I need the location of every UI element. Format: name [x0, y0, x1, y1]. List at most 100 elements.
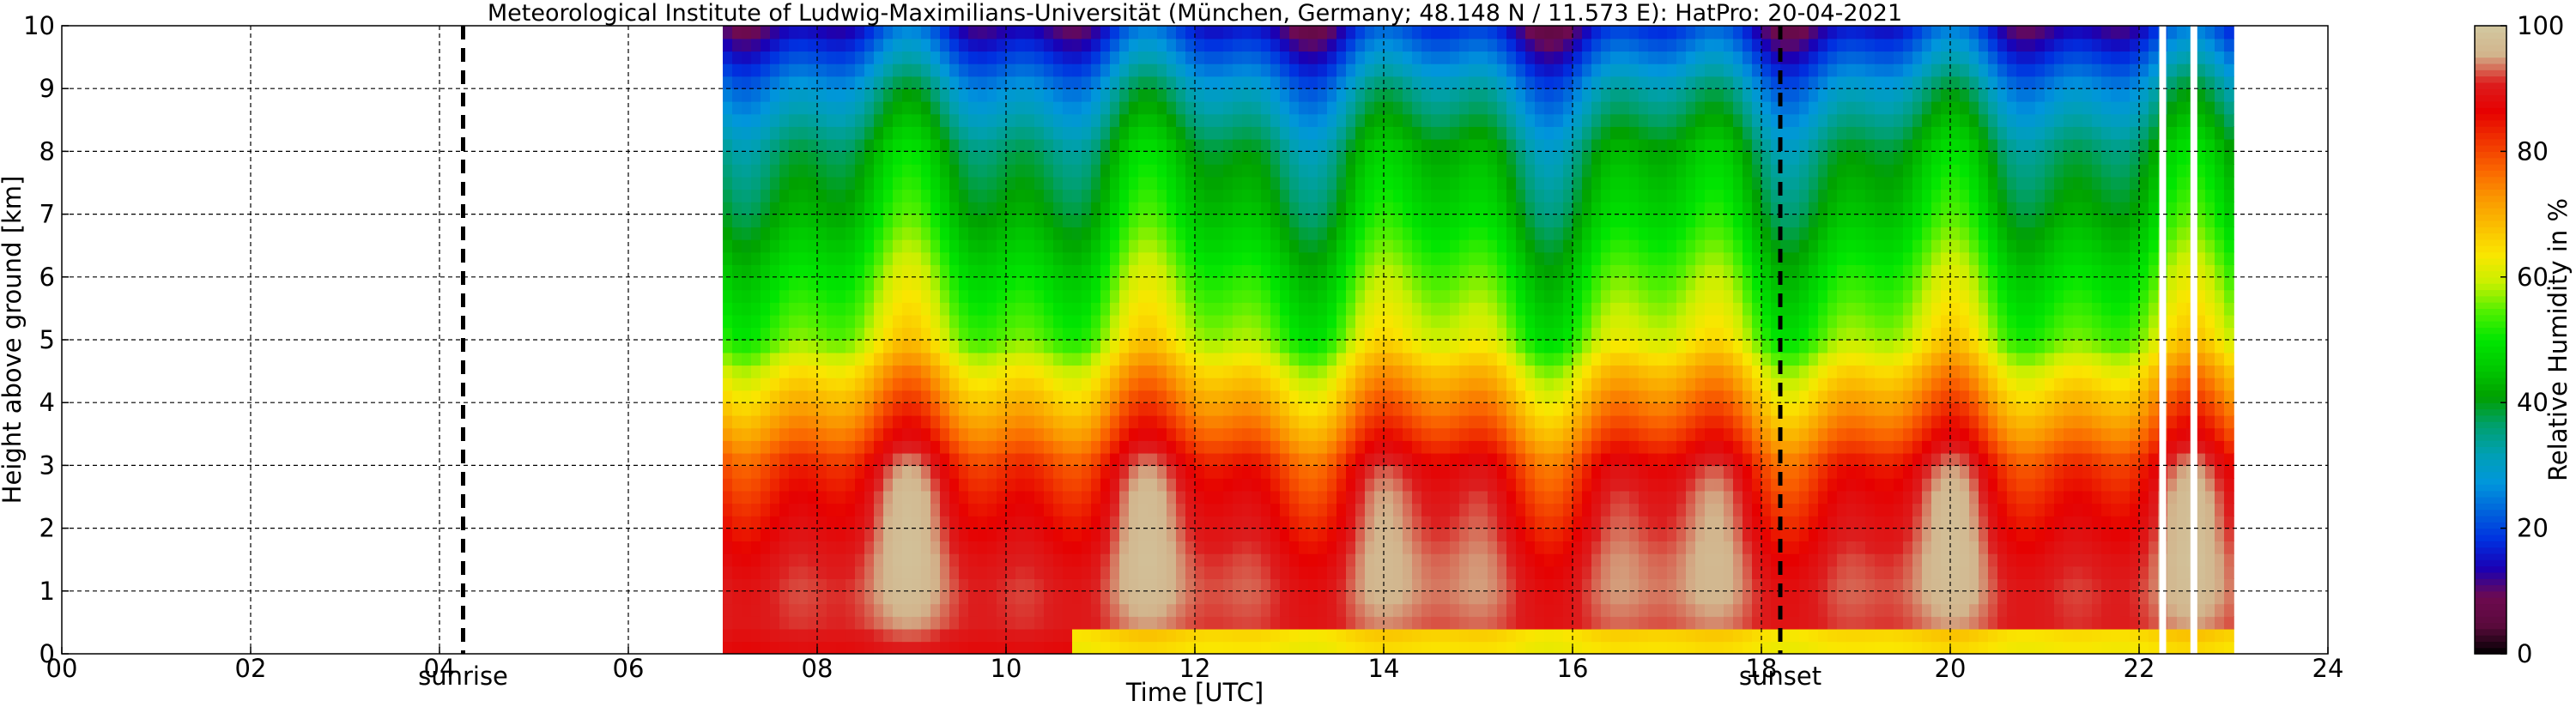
heatmap-cell: [1006, 402, 1016, 416]
heatmap-cell: [1138, 26, 1149, 39]
heatmap-cell: [1195, 414, 1205, 429]
heatmap-cell: [1148, 414, 1158, 429]
heatmap-cell: [1308, 251, 1318, 265]
heatmap-cell: [874, 26, 884, 39]
heatmap-cell: [1299, 38, 1309, 52]
heatmap-cell: [1082, 100, 1092, 115]
heatmap-cell: [1110, 164, 1120, 178]
heatmap-cell: [1252, 201, 1262, 215]
heatmap-cell: [1318, 490, 1328, 505]
heatmap-cell: [1223, 251, 1233, 265]
heatmap-cell: [1327, 26, 1337, 39]
heatmap-cell: [1289, 264, 1300, 278]
heatmap-cell: [1582, 189, 1592, 202]
heatmap-cell: [789, 189, 799, 202]
heatmap-cell: [1554, 38, 1564, 52]
heatmap-cell: [1554, 414, 1564, 429]
heatmap-cell: [1204, 616, 1215, 630]
heatmap-cell: [1270, 440, 1281, 454]
heatmap-cell: [1119, 465, 1130, 479]
heatmap-cell: [1252, 515, 1262, 529]
heatmap-cell: [949, 490, 960, 505]
heatmap-cell: [789, 113, 799, 127]
heatmap-cell: [1629, 490, 1640, 505]
heatmap-cell: [1544, 465, 1555, 479]
heatmap-cell: [1204, 214, 1215, 228]
heatmap-cell: [987, 51, 997, 64]
heatmap-cell: [789, 515, 799, 529]
heatmap-cell: [1157, 641, 1167, 654]
heatmap-cell: [1318, 264, 1328, 278]
heatmap-cell: [912, 164, 922, 178]
heatmap-cell: [1270, 88, 1281, 102]
heatmap-cell: [874, 528, 884, 542]
heatmap-cell: [1214, 628, 1224, 643]
heatmap-cell: [1601, 365, 1611, 378]
heatmap-cell: [1308, 88, 1318, 102]
heatmap-cell: [846, 201, 856, 215]
heatmap-cell: [827, 515, 837, 529]
heatmap-cell: [930, 126, 941, 140]
heatmap-cell: [808, 565, 818, 579]
heatmap-cell: [874, 578, 884, 592]
heatmap-cell: [1167, 590, 1177, 605]
heatmap-cell: [921, 402, 931, 416]
heatmap-cell: [1063, 76, 1073, 89]
heatmap-cell: [808, 603, 818, 617]
heatmap-cell: [959, 578, 969, 592]
heatmap-cell: [883, 478, 894, 492]
heatmap-cell: [751, 590, 761, 605]
heatmap-cell: [1100, 289, 1111, 303]
heatmap-cell: [817, 314, 827, 329]
heatmap-cell: [1421, 26, 1432, 39]
heatmap-cell: [846, 251, 856, 265]
heatmap-cell: [1063, 38, 1073, 52]
heatmap-cell: [1082, 478, 1092, 492]
heatmap-cell: [883, 314, 894, 329]
heatmap-cell: [987, 239, 997, 253]
heatmap-cell: [846, 239, 856, 253]
heatmap-cell: [1129, 452, 1139, 467]
heatmap-cell: [1261, 616, 1271, 630]
heatmap-cell: [968, 440, 979, 454]
heatmap-cell: [1034, 452, 1045, 467]
heatmap-cell: [1393, 251, 1403, 265]
heatmap-cell: [1167, 76, 1177, 89]
heatmap-cell: [1563, 100, 1573, 115]
heatmap-cell: [1167, 113, 1177, 127]
heatmap-cell: [1440, 503, 1451, 517]
heatmap-cell: [1384, 478, 1394, 492]
heatmap-cell: [1591, 227, 1602, 240]
heatmap-cell: [949, 88, 960, 102]
heatmap-cell: [1421, 164, 1432, 178]
heatmap-cell: [1327, 590, 1337, 605]
heatmap-cell: [798, 565, 809, 579]
heatmap-cell: [1214, 515, 1224, 529]
heatmap-cell: [1157, 515, 1167, 529]
heatmap-cell: [1072, 126, 1082, 140]
heatmap-cell: [1233, 138, 1243, 153]
heatmap-cell: [1563, 239, 1573, 253]
heatmap-cell: [1544, 490, 1555, 505]
heatmap-cell: [1639, 38, 1649, 52]
heatmap-cell: [1544, 126, 1555, 140]
heatmap-cell: [1516, 227, 1526, 240]
heatmap-cell: [987, 616, 997, 630]
heatmap-cell: [997, 340, 1007, 354]
heatmap-cell: [1469, 503, 1479, 517]
heatmap-cell: [779, 616, 790, 630]
heatmap-cell: [1261, 440, 1271, 454]
heatmap-cell: [817, 628, 827, 643]
heatmap-cell: [1063, 440, 1073, 454]
heatmap-cell: [1658, 239, 1668, 253]
heatmap-cell: [1601, 340, 1611, 354]
heatmap-cell: [1157, 578, 1167, 592]
heatmap-cell: [1450, 314, 1460, 329]
heatmap-cell: [987, 515, 997, 529]
heatmap-cell: [1214, 490, 1224, 505]
heatmap-cell: [798, 38, 809, 52]
heatmap-cell: [921, 528, 931, 542]
heatmap-cell: [1582, 553, 1592, 567]
heatmap-cell: [770, 201, 780, 215]
heatmap-cell: [1308, 264, 1318, 278]
